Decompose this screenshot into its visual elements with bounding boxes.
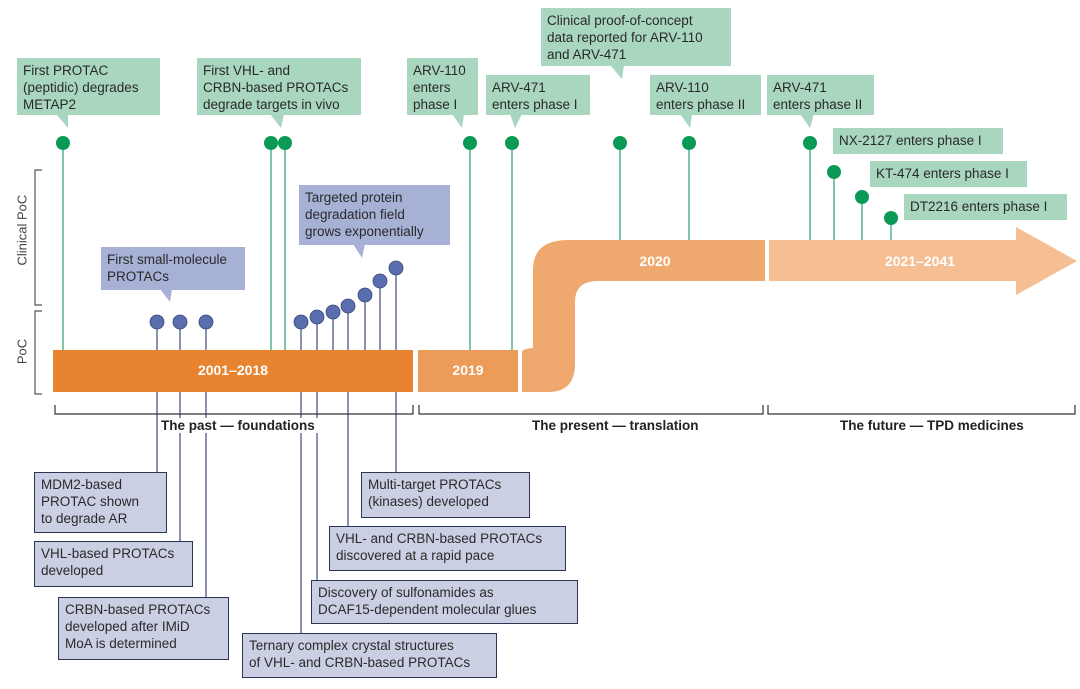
event-arv471-phase1: ARV-471 enters phase I	[486, 75, 590, 115]
event-ternary-structures: Ternary complex crystal structures of VH…	[242, 633, 497, 678]
green-pointers	[56, 65, 814, 128]
event-mdm2-protac: MDM2-based PROTAC shown to degrade AR	[34, 472, 167, 533]
axis-label-clinical-poc: Clinical PoC	[14, 194, 30, 266]
bar-2001-2018	[53, 350, 413, 392]
event-first-protac: First PROTAC (peptidic) degrades METAP2	[17, 58, 160, 115]
era-label-past: The past — foundations	[158, 418, 318, 433]
event-vhl-protacs: VHL-based PROTACs developed	[34, 541, 193, 587]
event-nx2127-phase1: NX-2127 enters phase I	[833, 128, 1003, 154]
bar-label-2021-2041: 2021–2041	[884, 253, 956, 269]
callout-first-small-molecule: First small-molecule PROTACs	[101, 247, 245, 290]
event-clinical-poc-data: Clinical proof-of-concept data reported …	[541, 8, 731, 66]
bar-label-2001-2018: 2001–2018	[197, 362, 269, 378]
blue-pointers	[160, 244, 365, 302]
event-kt474-phase1: KT-474 enters phase I	[870, 161, 1027, 187]
event-sulfonamides: Discovery of sulfonamides as DCAF15-depe…	[311, 580, 578, 624]
event-arv110-phase1: ARV-110 enters phase I	[407, 58, 478, 115]
bar-label-2020: 2020	[639, 253, 671, 269]
event-arv471-phase2: ARV-471 enters phase II	[767, 75, 874, 115]
bar-2019	[418, 350, 518, 392]
poc-dots	[149, 260, 404, 330]
axis-label-poc: PoC	[14, 338, 30, 365]
event-first-vhl-crbn-in-vivo: First VHL- and CRBN-based PROTACs degrad…	[197, 58, 361, 115]
event-rapid-pace: VHL- and CRBN-based PROTACs discovered a…	[329, 526, 566, 571]
arrow-2021-2041	[769, 227, 1077, 295]
event-arv110-phase2: ARV-110 enters phase II	[650, 75, 761, 115]
era-brackets	[54, 405, 1076, 415]
era-label-future: The future — TPD medicines	[837, 418, 1027, 433]
clinical-poc-bracket	[34, 169, 42, 306]
event-dt2216-phase1: DT2216 enters phase I	[904, 194, 1067, 220]
poc-bracket	[34, 310, 42, 395]
bar-2020	[522, 240, 765, 392]
bar-label-2019: 2019	[452, 362, 484, 378]
clinical-dots	[56, 136, 898, 225]
clinical-stems	[62, 143, 892, 350]
event-multi-target: Multi-target PROTACs (kinases) developed	[361, 472, 530, 518]
era-label-present: The present — translation	[529, 418, 702, 433]
event-crbn-protacs: CRBN-based PROTACs developed after IMiD …	[58, 597, 229, 660]
callout-field-grows: Targeted protein degradation field grows…	[299, 185, 450, 245]
